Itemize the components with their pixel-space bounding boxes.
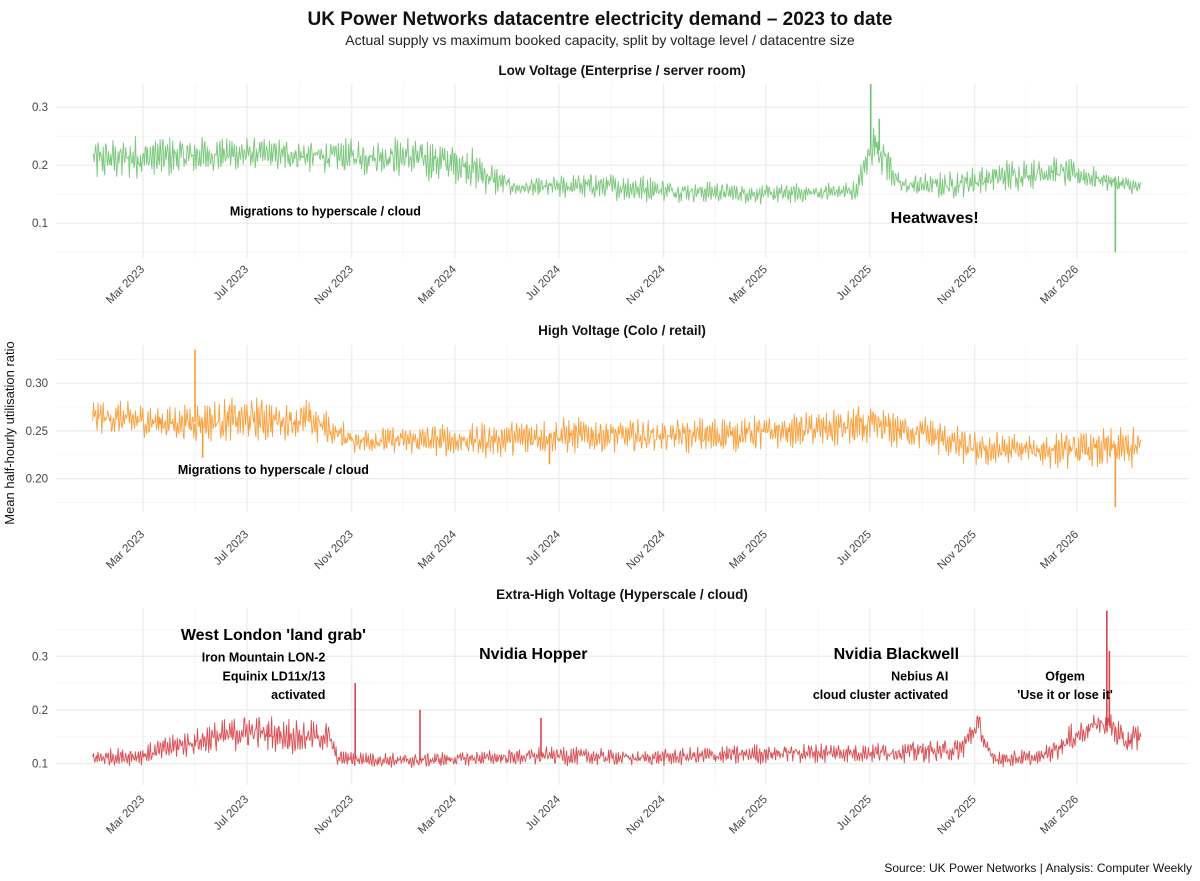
x-tick-label: Nov 2025 [936,529,979,572]
x-tick-label: Mar 2025 [727,529,770,572]
panel-title: High Voltage (Colo / retail) [538,323,706,338]
annotation-label: activated [271,688,325,702]
x-tick-label: Nov 2025 [936,794,979,837]
y-axis-label: Mean half-hourly utilisation ratio [2,341,17,525]
y-tick-label: 0.1 [32,759,48,771]
annotation-label: Heatwaves! [891,210,979,227]
x-tick-label: Nov 2023 [313,529,356,572]
x-tick-label: Nov 2024 [625,263,669,307]
x-tick-label: Nov 2023 [313,794,356,837]
x-tick-label: Mar 2023 [104,264,147,307]
annotation-label: Nebius AI [891,669,948,683]
x-tick-label: Mar 2024 [416,793,459,836]
y-tick-label: 0.2 [32,705,48,717]
annotation-label: Iron Mountain LON-2 [202,651,326,665]
x-tick-label: Jul 2023 [212,794,251,833]
y-tick-label: 0.3 [32,102,48,114]
y-tick-label: 0.2 [32,160,48,172]
x-tick-label: Jul 2023 [212,529,251,568]
x-tick-label: Jul 2025 [835,264,874,303]
annotation-label: West London 'land grab' [181,627,366,644]
x-tick-label: Jul 2025 [835,529,874,568]
annotation-label: Ofgem [1045,669,1085,683]
y-tick-label: 0.20 [26,474,48,486]
x-tick-label: Jul 2024 [524,793,564,833]
x-tick-label: Jul 2024 [524,263,564,303]
annotation-label: Migrations to hyperscale / cloud [230,205,421,219]
series-line [92,127,1142,205]
y-tick-label: 0.25 [26,426,48,438]
x-tick-label: Nov 2024 [625,528,669,572]
series-line [92,714,1142,769]
y-tick-label: 0.3 [32,651,48,663]
source-note: Source: UK Power Networks | Analysis: Co… [884,861,1192,875]
panel-2: High Voltage (Colo / retail) 0.20 0.25 0.30… [26,323,1188,572]
panel-title: Extra-High Voltage (Hyperscale / cloud) [496,587,748,602]
x-tick-label: Nov 2023 [313,264,356,307]
y-tick-label: 0.30 [26,378,48,390]
x-tick-label: Mar 2025 [727,264,770,307]
annotation-label: Nvidia Hopper [479,646,587,663]
x-tick-label: Mar 2024 [416,528,459,571]
x-tick-label: Mar 2025 [727,794,770,837]
x-tick-label: Mar 2023 [104,794,147,837]
panel-3: Extra-High Voltage (Hyperscale / cloud) 0… [32,587,1188,837]
chart-title: UK Power Networks datacentre electricity… [308,9,893,30]
annotation-label: cloud cluster activated [813,688,948,702]
x-tick-label: Jul 2024 [524,528,564,568]
annotation-label: 'Use it or lose it' [1017,688,1113,702]
panel-1: Low Voltage (Enterprise / server room) 0.… [32,63,1188,307]
x-tick-label: Nov 2024 [625,793,669,837]
x-tick-label: Mar 2024 [416,263,459,306]
annotation-label: Equinix LD11x/13 [223,669,326,683]
x-tick-label: Mar 2026 [1038,794,1081,837]
y-tick-label: 0.1 [32,218,48,230]
x-tick-label: Jul 2023 [212,264,251,303]
x-tick-label: Mar 2026 [1038,529,1081,572]
annotation-label: Migrations to hyperscale / cloud [178,463,369,477]
panels-group: Low Voltage (Enterprise / server room) 0.… [26,63,1188,837]
x-tick-label: Nov 2025 [936,264,979,307]
series-line [92,397,1142,469]
x-tick-label: Mar 2023 [104,529,147,572]
panel-title: Low Voltage (Enterprise / server room) [498,63,745,78]
x-tick-label: Mar 2026 [1038,264,1081,307]
x-tick-label: Jul 2025 [835,794,874,833]
annotation-label: Nvidia Blackwell [834,646,959,663]
chart-subtitle: Actual supply vs maximum booked capacity… [345,32,855,48]
